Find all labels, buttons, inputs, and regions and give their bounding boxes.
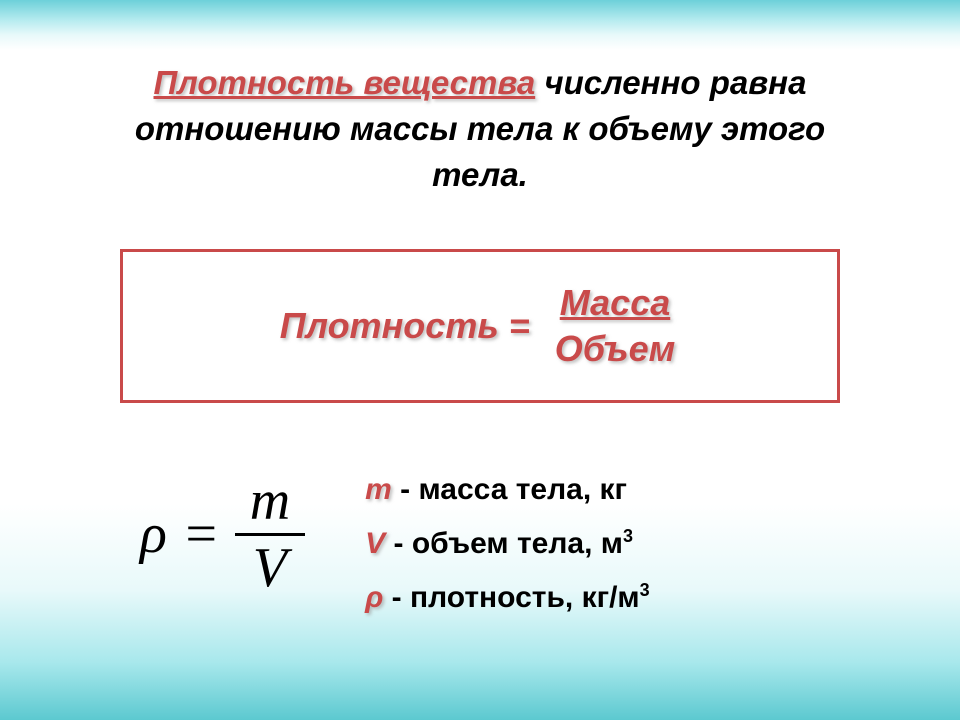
symbol-rho: ρ	[140, 502, 167, 566]
legend: m - масса тела, кг V - объем тела, м3 ρ …	[365, 463, 649, 625]
definition-term: Плотность вещества	[154, 64, 536, 101]
word-formula-box: Плотность = Масса Объем	[120, 249, 840, 403]
legend-rho-desc: - плотность, кг/м3	[383, 581, 649, 614]
bottom-section: ρ = m V m - масса тела, кг V - объем тел…	[80, 453, 880, 625]
symbol-equals: =	[182, 502, 220, 566]
word-formula-denominator: Объем	[555, 326, 676, 370]
symbol-numerator: m	[235, 473, 305, 536]
legend-v-desc-text: - объем тела, м	[385, 527, 623, 560]
legend-v-symbol: V	[365, 527, 385, 560]
slide-content: Плотность вещества численно равна отноше…	[0, 0, 960, 665]
legend-rho-sup: 3	[640, 580, 650, 600]
legend-v-sup: 3	[623, 526, 633, 546]
legend-row-density: ρ - плотность, кг/м3	[365, 571, 649, 625]
legend-v-desc: - объем тела, м3	[385, 527, 633, 560]
legend-rho-symbol: ρ	[365, 581, 383, 614]
definition-text: Плотность вещества численно равна отноше…	[80, 60, 880, 199]
legend-m-symbol: m	[365, 473, 392, 506]
word-formula-fraction: Масса Объем	[550, 282, 681, 370]
word-formula-numerator: Масса	[550, 282, 681, 326]
legend-rho-desc-text: - плотность, кг/м	[383, 581, 639, 614]
legend-row-volume: V - объем тела, м3	[365, 517, 649, 571]
word-formula-lhs: Плотность =	[280, 305, 530, 347]
symbol-formula: ρ = m V	[140, 473, 305, 596]
legend-row-mass: m - масса тела, кг	[365, 463, 649, 517]
word-formula: Плотность = Масса Объем	[280, 282, 681, 370]
symbol-fraction: m V	[235, 473, 305, 596]
legend-m-desc: - масса тела, кг	[392, 473, 627, 506]
symbol-denominator: V	[253, 536, 287, 596]
